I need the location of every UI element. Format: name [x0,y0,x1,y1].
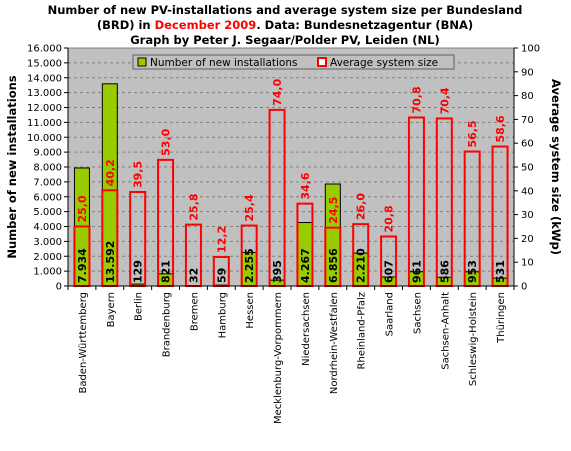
left-tick-label: 10.000 [27,133,62,144]
y-axis-left-label: Number of new installations [5,75,19,258]
right-tick-label: 80 [521,91,534,102]
size-label: 24,5 [327,197,340,224]
size-label: 56,5 [466,120,479,147]
left-tick-label: 13.000 [27,88,62,99]
count-label: 13.592 [104,241,117,283]
chart-title: Number of new PV-installations and avera… [48,3,523,47]
count-label: 961 [410,260,423,283]
x-tick-label: Bremen [189,292,200,331]
count-label: 7.934 [76,248,89,283]
left-tick-label: 1.000 [33,267,62,278]
count-label: 59 [215,268,228,283]
count-label: 607 [383,260,396,283]
title-line-2: (BRD) in December 2009. Data: Bundesnetz… [97,18,473,32]
left-axis: 0 1.000 2.000 3.000 4.000 5.000 6.000 7.000 8.00… [27,44,69,293]
right-tick-label: 10 [521,258,534,269]
left-tick-label: 6.000 [33,192,62,203]
count-label: 531 [494,260,507,283]
legend: Number of new installations Average syst… [132,54,455,70]
x-tick-label: Sachsen-Anhalt [440,292,451,370]
left-tick-label: 9.000 [33,148,62,159]
left-tick-label: 7.000 [33,177,62,188]
right-tick-label: 20 [521,234,534,245]
x-tick-label: Baden-Württemberg [78,292,89,394]
size-label: 58,6 [494,115,507,142]
count-label: 129 [132,260,145,283]
title-line-2-suffix: . Data: Bundesnetzagentur (BNA) [256,18,473,32]
x-tick-label: Hessen [245,292,256,329]
right-tick-label: 30 [521,210,534,221]
title-line-1: Number of new PV-installations and avera… [48,3,523,17]
size-label: 12,2 [215,226,228,253]
right-tick-label: 100 [521,44,540,55]
size-label: 53,0 [160,128,173,155]
left-tick-label: 3.000 [33,237,62,248]
title-line-3: Graph by Peter J. Segaar/Polder PV, Leid… [130,33,440,47]
count-label: 2.255 [243,248,256,283]
count-label: 2.210 [355,248,368,283]
legend-swatch-count [137,57,147,67]
size-label: 40,2 [104,159,117,186]
size-label: 70,4 [438,87,451,114]
x-tick-label: Thüringen [496,292,507,344]
left-tick-label: 14.000 [27,73,62,84]
x-tick-label: Berlin [134,292,145,321]
x-axis: Baden-Württemberg Bayern Berlin Brandenburg… [67,285,515,424]
legend-box [132,54,455,70]
x-tick-label: Schleswig-Holstein [468,292,479,386]
x-tick-label: Rheinland-Pfalz [357,292,368,369]
count-labels: 7.934 13.592 129 821 32 59 2.255 395 4.267 6.856 2… [76,241,507,283]
x-tick-label: Mecklenburg-Vorpommern [273,292,284,424]
size-labels: 25,0 40,2 39,5 53,0 25,8 12,2 25,4 74,0 34,6 24,5… [76,78,507,253]
title-line-2-prefix: (BRD) in [97,18,155,32]
count-label: 4.267 [299,248,312,283]
count-label: 32 [187,268,200,283]
legend-label-count: Number of new installations [150,57,297,69]
x-tick-label: Bayern [106,292,117,327]
right-tick-label: 70 [521,115,534,126]
left-tick-label: 4.000 [33,222,62,233]
right-tick-label: 50 [521,163,534,174]
right-tick-label: 60 [521,139,534,150]
legend-swatch-size [317,57,327,67]
count-label: 953 [466,260,479,283]
size-label: 74,0 [271,78,284,105]
x-tick-label: Saarland [385,292,396,336]
left-tick-label: 2.000 [33,252,62,263]
count-label: 821 [160,260,173,283]
size-label: 70,8 [410,86,423,113]
left-tick-label: 0 [56,282,62,293]
left-tick-label: 12.000 [27,103,62,114]
x-tick-label: Niedersachsen [301,292,312,366]
legend-label-size: Average system size [330,57,438,69]
size-label: 25,8 [187,193,200,220]
size-label: 25,0 [76,195,89,222]
x-tick-label: Sachsen [412,292,423,334]
x-tick-label: Nordrhein-Westfalen [329,292,340,394]
size-label: 39,5 [132,161,145,188]
right-tick-label: 0 [521,282,527,293]
y-axis-right-label: Average system size (kWp) [549,79,563,255]
left-tick-label: 16.000 [27,44,62,55]
right-axis: 0 10 20 30 40 50 60 70 80 90 100 [513,44,540,293]
count-label: 586 [438,260,451,283]
left-tick-label: 11.000 [27,118,62,129]
size-label: 25,4 [243,194,256,221]
count-label: 395 [271,260,284,283]
right-tick-label: 90 [521,67,534,78]
size-label: 26,0 [355,193,368,220]
left-tick-label: 5.000 [33,207,62,218]
size-label: 20,8 [383,205,396,232]
right-tick-label: 40 [521,186,534,197]
size-label: 34,6 [299,172,312,199]
title-highlight: December 2009 [155,18,257,32]
x-tick-label: Hamburg [217,292,228,338]
count-label: 6.856 [327,248,340,283]
left-tick-label: 15.000 [27,58,62,69]
left-tick-label: 8.000 [33,163,62,174]
x-tick-label: Brandenburg [162,292,173,357]
